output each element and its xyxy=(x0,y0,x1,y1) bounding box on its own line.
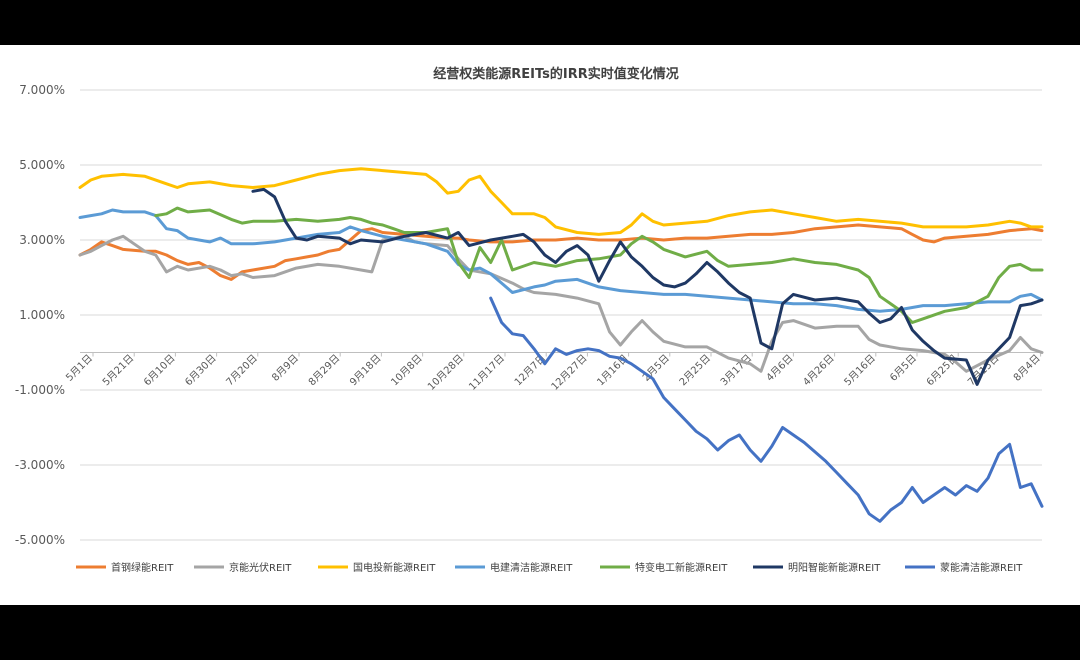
irr-line-chart: 经营权类能源REITs的IRR实时值变化情况 7.000% 5.000% 3.000… xyxy=(15,66,1044,574)
x-tick-label: 11月17日 xyxy=(466,352,507,393)
series-lines xyxy=(78,167,1044,523)
series-line-7 xyxy=(489,296,1044,523)
y-tick-label: -3.000% xyxy=(15,458,65,472)
legend-label-5: 特变电工新能源REIT xyxy=(635,561,728,574)
x-tick-label: 6月30日 xyxy=(183,352,219,388)
series-line-4 xyxy=(78,208,1044,313)
x-tick-label: 12月7日 xyxy=(512,352,548,388)
x-tick-label: 5月1日 xyxy=(63,352,95,384)
legend-label-4: 电建清洁能源REIT xyxy=(490,561,573,574)
x-tick-label: 3月17日 xyxy=(718,352,754,388)
x-tick-label: 5月21日 xyxy=(100,352,136,388)
x-tick-label: 8月4日 xyxy=(1011,352,1043,384)
x-tick-label: 7月20日 xyxy=(224,352,260,388)
y-tick-label: 1.000% xyxy=(19,308,65,322)
x-tick-label: 6月5日 xyxy=(887,352,919,384)
x-tick-label: 4月6日 xyxy=(764,352,796,384)
y-tick-label: -5.000% xyxy=(15,533,65,547)
series-line-1 xyxy=(78,223,1044,281)
series-line-3 xyxy=(78,167,1044,236)
x-axis: 5月1日 5月21日 6月10日 6月30日 7月20日 8月9日 8月29日 9月18日 10… xyxy=(63,352,1043,393)
legend-label-6: 明阳智能新能源REIT xyxy=(788,561,881,574)
y-tick-label: -1.000% xyxy=(15,383,65,397)
series-line-6 xyxy=(251,187,1044,386)
x-tick-label: 10月8日 xyxy=(389,352,425,388)
series-line-5 xyxy=(154,206,1044,324)
chart-panel: 经营权类能源REITs的IRR实时值变化情况 7.000% 5.000% 3.000… xyxy=(0,45,1080,605)
legend-label-3: 国电投新能源REIT xyxy=(353,561,436,574)
y-tick-label: 5.000% xyxy=(19,158,65,172)
x-tick-label: 4月26日 xyxy=(801,352,837,388)
x-tick-label: 8月9日 xyxy=(269,352,301,384)
x-tick-label: 5月16日 xyxy=(842,352,878,388)
x-tick-label: 10月28日 xyxy=(425,352,466,393)
gridlines xyxy=(80,89,1042,541)
x-tick-label: 2月5日 xyxy=(640,352,672,384)
legend-label-2: 京能光伏REIT xyxy=(229,561,292,574)
y-tick-label: 7.000% xyxy=(19,83,65,97)
legend: 首钢绿能REIT 京能光伏REIT 国电投新能源REIT 电建清洁能源REIT 特变电工… xyxy=(76,561,1023,574)
x-tick-label: 6月10日 xyxy=(141,352,177,388)
x-tick-label: 12月27日 xyxy=(549,352,590,393)
x-tick-label: 9月18日 xyxy=(347,352,383,388)
legend-label-1: 首钢绿能REIT xyxy=(111,561,174,574)
x-tick-label: 8月29日 xyxy=(306,352,342,388)
legend-label-7: 蒙能清洁能源REIT xyxy=(940,561,1023,574)
chart-title: 经营权类能源REITs的IRR实时值变化情况 xyxy=(433,66,678,82)
y-axis: 7.000% 5.000% 3.000% 1.000% -1.000% -3.000% -5… xyxy=(15,83,65,547)
series-line-2 xyxy=(78,234,1044,373)
y-tick-label: 3.000% xyxy=(19,233,65,247)
x-tick-label: 2月25日 xyxy=(677,352,713,388)
